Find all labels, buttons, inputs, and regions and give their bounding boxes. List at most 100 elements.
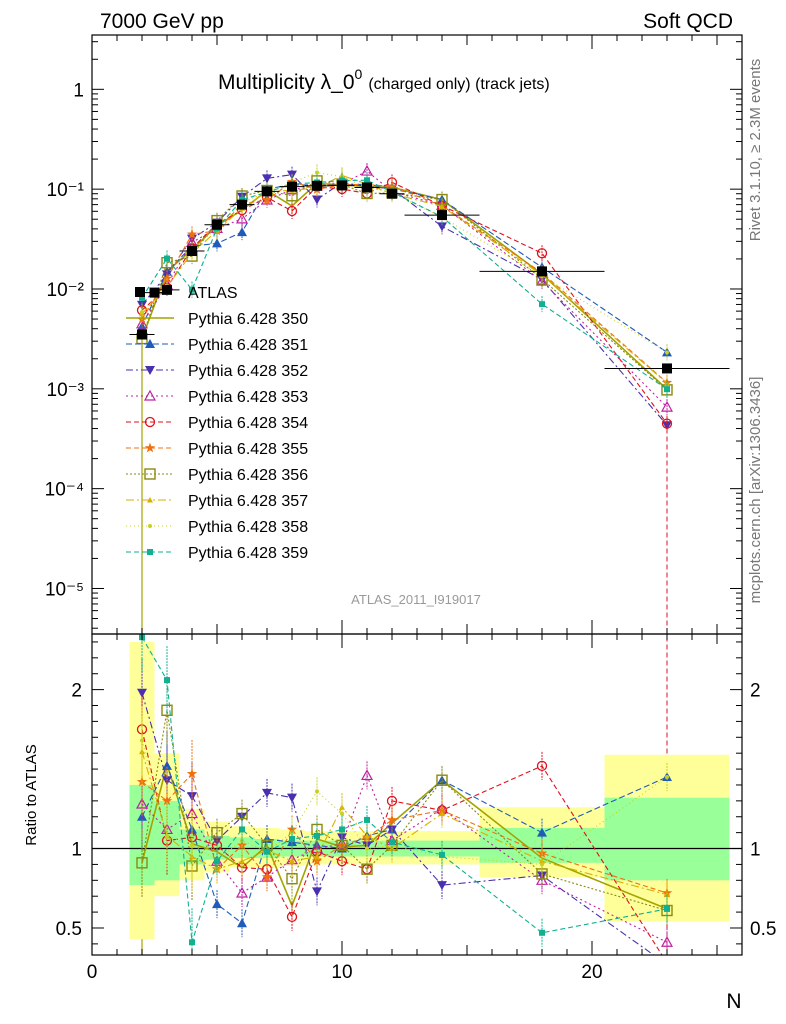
bottom-panel: 0.5 0.51 12 20 10 20 [56, 35, 776, 983]
y-tick-label: 0.5 [56, 919, 82, 940]
x-ticks: 0 10 20 [87, 35, 743, 983]
data-point [364, 177, 370, 184]
data-point [262, 788, 272, 798]
data-point [140, 738, 144, 743]
series-line [141, 751, 668, 896]
data-point [212, 238, 222, 248]
data-point [189, 286, 195, 293]
data-point [164, 677, 170, 684]
data-point [235, 886, 249, 898]
rivet-label: Rivet 3.1.10, ≥ 2.3M events [747, 59, 764, 242]
data-point [663, 958, 672, 967]
x-axis-label: N [726, 990, 741, 1013]
series-line [141, 170, 668, 408]
series-line [141, 171, 668, 353]
data-point [539, 929, 545, 936]
data-point [237, 918, 247, 928]
series-357-top [139, 167, 670, 392]
data-point [436, 774, 448, 786]
data-point [237, 227, 247, 237]
series-line [141, 772, 668, 894]
data-point [315, 789, 319, 794]
data-point [660, 400, 674, 412]
data-point [312, 887, 322, 897]
data-point [137, 688, 147, 698]
data-point [314, 853, 320, 859]
data-point [214, 858, 220, 865]
data-point [264, 848, 270, 855]
data-point [340, 811, 344, 816]
data-point [312, 180, 322, 191]
analysis-label: ATLAS_2011_I919017 [351, 592, 481, 607]
data-point [540, 862, 544, 867]
legend-marker-atlas [135, 287, 145, 297]
data-point [237, 199, 247, 210]
data-point [362, 182, 372, 193]
series-line [141, 181, 668, 384]
header-right-label: Soft QCD [643, 10, 733, 33]
series-line [141, 179, 668, 390]
series-line [141, 181, 668, 424]
y-tick-label: 10⁻⁴ [45, 480, 84, 501]
legend-marker [145, 366, 155, 375]
data-point [665, 350, 669, 355]
series-356-ratio [136, 676, 673, 925]
data-point [360, 164, 374, 176]
data-point [664, 891, 670, 898]
data-point [187, 246, 197, 257]
data-point [536, 847, 548, 858]
data-point [149, 287, 160, 298]
data-point [665, 775, 669, 780]
data-point [437, 210, 447, 221]
data-point [187, 792, 197, 802]
series-359-ratio [139, 634, 670, 955]
data-point [535, 274, 549, 286]
data-point [437, 881, 447, 891]
data-point [161, 273, 173, 283]
data-point [140, 310, 144, 315]
legend-marker [144, 468, 156, 480]
legend-marker [144, 442, 156, 453]
data-point [315, 170, 319, 175]
data-point [287, 793, 297, 803]
data-point [212, 899, 222, 909]
data-point [190, 843, 194, 848]
series-line [141, 764, 668, 925]
data-point [389, 839, 395, 846]
data-point [239, 858, 245, 864]
chart-title: Multiplicity λ_00(charged only) (track j… [218, 66, 550, 94]
series-355-top [136, 173, 673, 391]
y-tick-label-right: 2 [750, 681, 761, 702]
data-point [662, 961, 672, 970]
data-point [262, 186, 272, 197]
data-point [312, 195, 322, 205]
data-point [360, 769, 374, 781]
data-point [261, 871, 273, 882]
data-point [386, 795, 398, 807]
legend-label: Pythia 6.428 357 [188, 493, 308, 510]
x-tick-label: 20 [581, 962, 602, 983]
bottom-y-ticks: 0.5 0.5 1 1 2 2 [56, 641, 776, 945]
data-point [164, 255, 170, 262]
data-point [537, 266, 547, 277]
data-point [314, 832, 320, 839]
data-point [437, 222, 447, 232]
data-point [162, 284, 172, 295]
legend-marker [143, 389, 157, 401]
legend-label: Pythia 6.428 352 [188, 363, 308, 380]
legend-marker [147, 497, 153, 503]
data-point [161, 795, 173, 806]
y-tick-label-right: 1 [750, 840, 761, 861]
header-left-label: 7000 GeV pp [100, 10, 224, 33]
data-point [339, 826, 345, 833]
data-point [365, 846, 369, 851]
mc-curves-bottom [135, 634, 674, 970]
data-point [186, 228, 198, 239]
legend-label-atlas: ATLAS [188, 285, 238, 302]
data-point [364, 816, 370, 823]
legend-marker [145, 339, 155, 348]
legend-label: Pythia 6.428 355 [188, 441, 308, 458]
data-point [439, 851, 445, 858]
series-line [141, 740, 668, 865]
data-point [662, 363, 672, 374]
